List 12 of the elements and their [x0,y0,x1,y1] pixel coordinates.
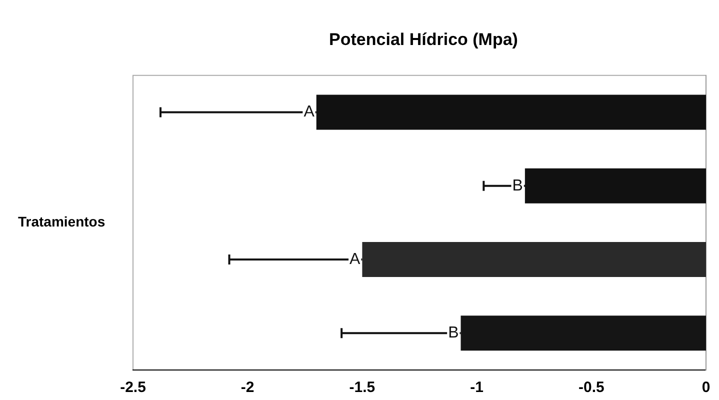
annotation: A [350,250,361,268]
y-axis-title: Tratamientos [18,214,106,230]
annotation: B [512,177,523,194]
x-tick-label: -2 [240,379,254,396]
x-tick-label: -2.5 [120,379,146,396]
chart-title: Potencial Hídrico (Mpa) [329,30,518,49]
annotation: B [448,324,459,342]
x-tick-label: 0 [702,379,710,396]
annotation: A [304,104,315,121]
x-tick-label: -0.5 [578,379,604,396]
x-tick-label: -1 [470,379,484,396]
x-tick-label: -1.5 [349,379,376,396]
